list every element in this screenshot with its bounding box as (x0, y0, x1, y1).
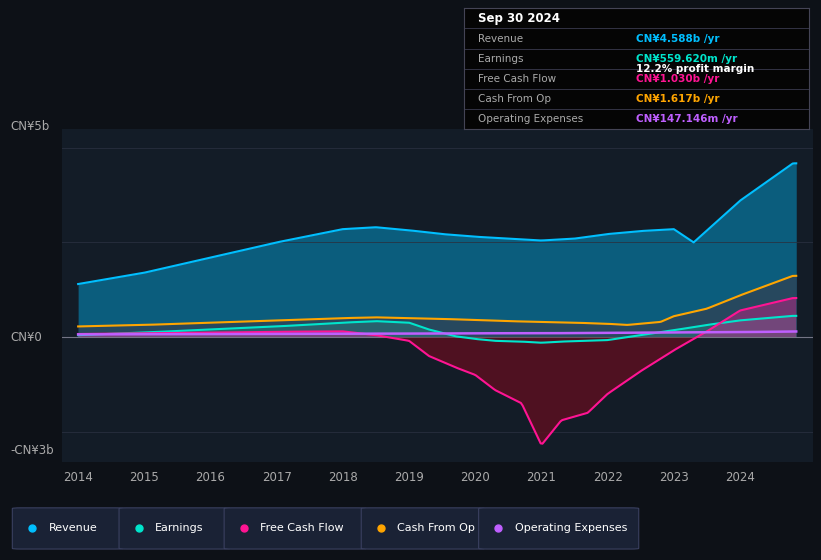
Text: CN¥1.617b /yr: CN¥1.617b /yr (636, 94, 720, 104)
FancyBboxPatch shape (12, 508, 123, 549)
FancyBboxPatch shape (479, 508, 639, 549)
Text: CN¥147.146m /yr: CN¥147.146m /yr (636, 114, 738, 124)
Text: Operating Expenses: Operating Expenses (478, 114, 583, 124)
Text: CN¥559.620m /yr: CN¥559.620m /yr (636, 54, 737, 64)
Text: Operating Expenses: Operating Expenses (515, 523, 627, 533)
Text: CN¥4.588b /yr: CN¥4.588b /yr (636, 34, 720, 44)
Text: CN¥5b: CN¥5b (11, 119, 50, 133)
Text: CN¥0: CN¥0 (11, 330, 43, 343)
FancyBboxPatch shape (361, 508, 484, 549)
Text: Cash From Op: Cash From Op (397, 523, 475, 533)
Text: Earnings: Earnings (155, 523, 204, 533)
Text: Revenue: Revenue (48, 523, 97, 533)
Text: -CN¥3b: -CN¥3b (11, 444, 54, 458)
Text: Cash From Op: Cash From Op (478, 94, 551, 104)
Text: Revenue: Revenue (478, 34, 523, 44)
Text: Earnings: Earnings (478, 54, 523, 64)
Text: Sep 30 2024: Sep 30 2024 (478, 12, 560, 25)
Text: CN¥1.030b /yr: CN¥1.030b /yr (636, 74, 720, 84)
Text: 12.2% profit margin: 12.2% profit margin (636, 64, 754, 73)
Text: Free Cash Flow: Free Cash Flow (260, 523, 344, 533)
FancyBboxPatch shape (224, 508, 366, 549)
FancyBboxPatch shape (119, 508, 230, 549)
Text: Free Cash Flow: Free Cash Flow (478, 74, 556, 84)
